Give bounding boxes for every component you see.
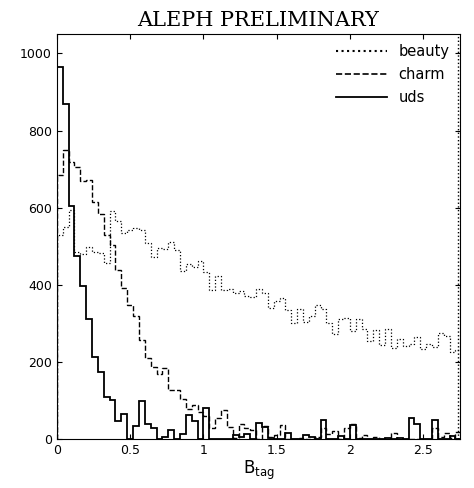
X-axis label: $\mathrm{B}_{\mathrm{tag}}$: $\mathrm{B}_{\mathrm{tag}}$ — [243, 458, 274, 482]
Legend: beauty, charm, uds: beauty, charm, uds — [330, 39, 456, 111]
Title: ALEPH PRELIMINARY: ALEPH PRELIMINARY — [137, 11, 379, 30]
